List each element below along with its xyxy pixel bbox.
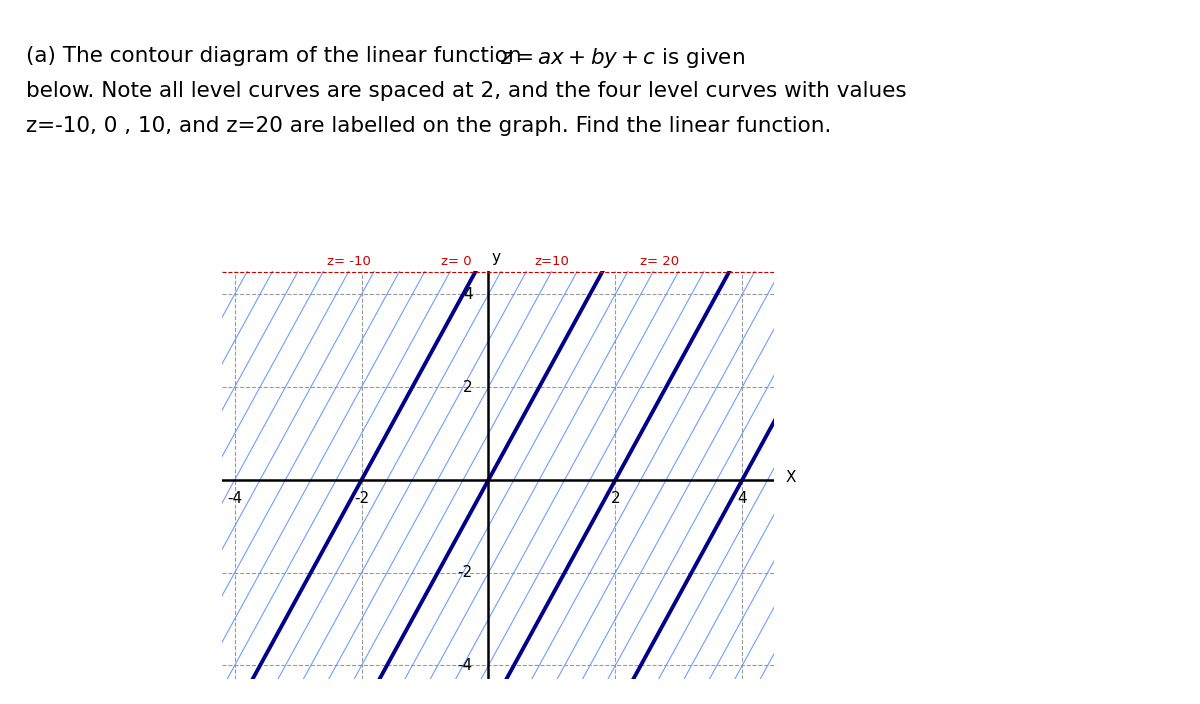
Text: 2: 2 (463, 379, 473, 394)
Text: z=10: z=10 (534, 255, 569, 268)
Text: 2: 2 (611, 491, 620, 506)
Text: z= 20: z= 20 (641, 255, 679, 268)
Text: -4: -4 (227, 491, 242, 506)
Text: (a) The contour diagram of the linear function: (a) The contour diagram of the linear fu… (26, 46, 529, 65)
Text: -4: -4 (457, 658, 473, 673)
Text: below. Note all level curves are spaced at 2, and the four level curves with val: below. Note all level curves are spaced … (26, 81, 907, 101)
Text: z= 0: z= 0 (442, 255, 472, 268)
Text: z=-10, 0 , 10, and z=20 are labelled on the graph. Find the linear function.: z=-10, 0 , 10, and z=20 are labelled on … (26, 116, 832, 136)
Text: -2: -2 (457, 565, 473, 580)
Text: X: X (786, 470, 796, 485)
Text: z= -10: z= -10 (326, 255, 371, 268)
Text: -2: -2 (354, 491, 370, 506)
Text: 4: 4 (463, 287, 473, 302)
Text: y: y (492, 251, 500, 265)
Text: 4: 4 (738, 491, 748, 506)
Text: $z = \mathbf{\mathit{ax}} + \mathbf{\mathit{by}} + \mathbf{\mathit{c}}$ is given: $z = \mathbf{\mathit{ax}} + \mathbf{\mat… (500, 46, 745, 70)
